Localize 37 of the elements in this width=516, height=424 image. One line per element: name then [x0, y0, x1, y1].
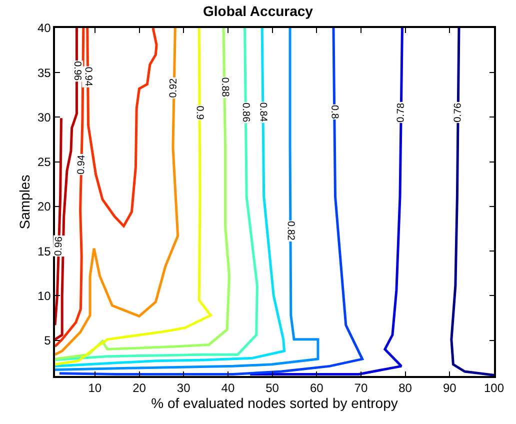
x-axis-title: % of evaluated nodes sorted by entropy — [151, 395, 398, 412]
y-tick-label: 40 — [37, 21, 52, 36]
y-tick-label: 35 — [37, 66, 52, 80]
text: 0.86 — [240, 102, 252, 123]
x-tick-label: 30 — [176, 381, 191, 396]
x-tick-label: 20 — [132, 381, 146, 396]
text: 0.96 — [72, 61, 83, 81]
x-tick-label: 50 — [266, 381, 280, 396]
text: 0.92 — [168, 78, 180, 98]
text: 0.76 — [452, 102, 464, 122]
text: 0.9 — [194, 106, 205, 120]
text: 0.78 — [396, 102, 407, 122]
x-tick-label: 40 — [221, 381, 235, 396]
text: 0.8 — [328, 104, 340, 120]
x-tick-label: 10 — [88, 381, 102, 396]
x-tick-label: 90 — [442, 381, 457, 396]
y-tick-label: 10 — [37, 288, 52, 303]
y-tick-label: 15 — [37, 244, 52, 258]
text: 0.82 — [284, 220, 296, 241]
y-tick-label: 20 — [37, 200, 52, 214]
text: 0.96 — [53, 236, 65, 256]
text: 0.88 — [219, 77, 230, 98]
y-tick-label: 30 — [37, 110, 52, 124]
x-tick-label: 100 — [484, 381, 504, 396]
x-tick-label: 60 — [310, 381, 324, 396]
line-series — [450, 28, 494, 376]
line-series — [248, 28, 404, 376]
text: 0.94 — [82, 66, 94, 87]
y-tick-label: 25 — [37, 155, 52, 170]
x-tick-label: 80 — [398, 381, 412, 396]
line-series — [55, 28, 180, 356]
text: 0.84 — [257, 102, 268, 122]
x-tick-label: 70 — [354, 381, 368, 396]
chart-title: Global Accuracy — [203, 3, 314, 20]
y-tick-label: 5 — [44, 334, 52, 348]
y-axis-title: Samples — [16, 174, 33, 230]
text: 0.94 — [76, 154, 88, 175]
